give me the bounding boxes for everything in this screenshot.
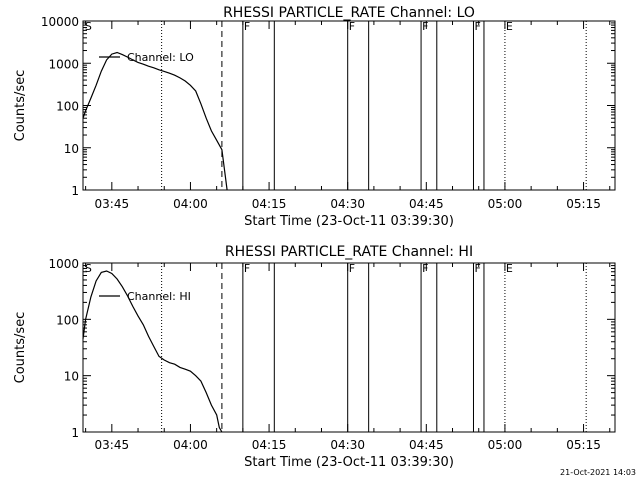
event-marker-label: F	[244, 262, 250, 275]
y-tick-label: 1000	[48, 57, 79, 71]
event-marker-label: E	[506, 262, 513, 275]
chart-panel-1: RHESSI PARTICLE_RATE Channel: LO 1 10 100 10…	[13, 5, 616, 229]
series-line-1	[82, 51, 228, 191]
y-axis-label: Counts/sec	[13, 312, 28, 384]
y-tick-label: 1000	[48, 257, 79, 271]
event-marker-label: F	[349, 262, 355, 275]
x-tick-label: 05:15	[566, 438, 601, 452]
plot-frame	[82, 20, 616, 191]
y-tick-label: 100	[56, 313, 79, 327]
x-tick-label: 05:15	[566, 197, 601, 211]
chart-title: RHESSI PARTICLE_RATE Channel: HI	[225, 244, 473, 260]
x-axis-label: Start Time (23-Oct-11 03:39:30)	[244, 214, 454, 229]
event-marker-label: F	[474, 20, 480, 33]
x-tick-label: 05:00	[488, 197, 523, 211]
x-tick-label: 04:45	[409, 197, 444, 211]
event-marker-label: F	[244, 20, 250, 33]
x-tick-label: 05:00	[488, 438, 523, 452]
x-tick-label: 04:30	[330, 438, 365, 452]
event-marker-label: F	[422, 20, 428, 33]
x-axis-label: Start Time (23-Oct-11 03:39:30)	[244, 455, 454, 470]
chart-panel-2: RHESSI PARTICLE_RATE Channel: HI 1 10 100 10…	[13, 244, 616, 470]
chart-title: RHESSI PARTICLE_RATE Channel: LO	[223, 5, 475, 21]
x-tick-label: 04:00	[173, 197, 208, 211]
x-tick-label: 04:30	[330, 197, 365, 211]
event-marker-label: F	[474, 262, 480, 275]
x-tick-label: 04:15	[252, 197, 287, 211]
y-tick-label: 10	[64, 142, 79, 156]
footer-timestamp: 21-Oct-2021 14:03	[560, 468, 636, 477]
y-tick-label: 100	[56, 100, 79, 114]
event-marker-label: F	[422, 262, 428, 275]
y-tick-label: 10000	[41, 15, 79, 29]
plot-frame	[82, 262, 616, 433]
y-tick-label: 1	[71, 184, 79, 198]
y-tick-label: 10	[64, 370, 79, 384]
event-marker-label: S	[85, 262, 92, 275]
event-marker-label: E	[506, 20, 513, 33]
y-tick-label: 1	[71, 426, 79, 440]
series-line-1	[82, 270, 223, 433]
legend-label: Channel: HI	[127, 290, 191, 303]
x-tick-label: 04:00	[173, 438, 208, 452]
event-marker-label: S	[85, 20, 92, 33]
x-tick-label: 04:15	[252, 438, 287, 452]
x-tick-label: 03:45	[95, 197, 130, 211]
y-axis-label: Counts/sec	[13, 70, 28, 142]
x-tick-label: 04:45	[409, 438, 444, 452]
x-tick-label: 03:45	[95, 438, 130, 452]
legend-label: Channel: LO	[127, 51, 194, 64]
event-marker-label: F	[349, 20, 355, 33]
